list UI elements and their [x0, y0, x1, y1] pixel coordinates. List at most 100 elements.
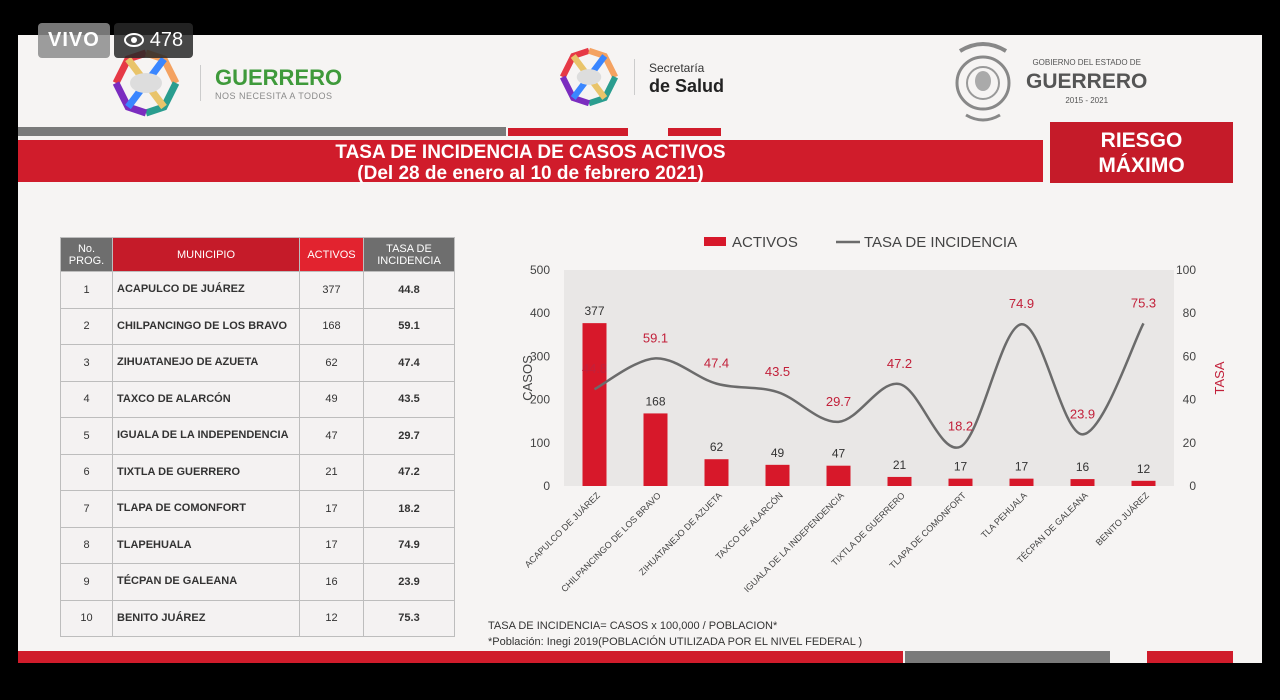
bar-activos — [1070, 479, 1095, 486]
line-value-label: 29.7 — [826, 394, 851, 409]
cell-tasa: 59.1 — [363, 307, 455, 345]
cell-tasa: 43.5 — [363, 380, 455, 418]
bar-activos — [582, 323, 607, 486]
header-activos: ACTIVOS — [299, 237, 364, 272]
gobierno-line1: GOBIERNO DEL ESTADO DE — [1032, 58, 1141, 67]
cell-tasa: 23.9 — [363, 563, 455, 601]
bar-value-label: 16 — [1076, 460, 1090, 474]
live-indicator: VIVO 478 — [38, 20, 194, 60]
x-tick-label: BENITO JUÁREZ — [1094, 490, 1152, 548]
x-tick-label: CHILPANCINGO DE LOS BRAVO — [559, 490, 663, 594]
table-row: 10 BENITO JUÁREZ 12 75.3 — [60, 599, 455, 637]
tasa-line — [593, 322, 1145, 449]
bar-activos — [1131, 480, 1156, 486]
note-population: *Población: Inegi 2019(POBLACIÓN UTILIZA… — [488, 636, 863, 648]
header-tasa: TASA DE INCIDENCIA — [363, 237, 455, 272]
salud-emblem-icon — [560, 47, 618, 107]
cell-tasa: 47.2 — [363, 453, 455, 491]
cell-municipio: TIXTLA DE GUERRERO — [112, 453, 300, 491]
bar-value-label: 12 — [1137, 462, 1151, 476]
cell-no: 3 — [60, 344, 113, 382]
viewer-count: 478 — [113, 22, 194, 58]
x-tick-label: TÉCPAN DE GALEANA — [1015, 490, 1090, 565]
cell-tasa: 44.8 — [363, 271, 455, 309]
title-band: TASA DE INCIDENCIA DE CASOS ACTIVOS (Del… — [18, 140, 1043, 184]
cell-no: 4 — [60, 380, 113, 418]
cell-municipio: TLAPEHUALA — [112, 526, 300, 564]
table-row: 5 IGUALA DE LA INDEPENDENCIA 47 29.7 — [60, 417, 455, 455]
guerrero-wordmark: GUERRERO — [215, 65, 343, 90]
cell-no: 8 — [60, 526, 113, 564]
live-badge: VIVO — [38, 22, 110, 58]
legend-label-activos: ACTIVOS — [732, 234, 798, 251]
table-header-row: No. PROG. MUNICIPIO ACTIVOS TASA DE INCI… — [60, 237, 455, 272]
cell-activos: 377 — [299, 271, 364, 309]
cell-municipio: TAXCO DE ALARCÓN — [112, 380, 300, 418]
header-municipio: MUNICIPIO — [112, 237, 300, 272]
cell-activos: 21 — [299, 453, 364, 491]
cell-tasa: 75.3 — [363, 599, 455, 637]
y-tick-label: 400 — [530, 306, 550, 320]
risk-line2: MÁXIMO — [1098, 153, 1185, 177]
risk-badge: RIESGO MÁXIMO — [1050, 122, 1233, 183]
cell-no: 6 — [60, 453, 113, 491]
notes: TASA DE INCIDENCIA= CASOS x 100,000 / PO… — [488, 618, 862, 650]
gobierno-line3: 2015 - 2021 — [1065, 96, 1109, 105]
cell-tasa: 18.2 — [363, 490, 455, 528]
viewer-count-value: 478 — [149, 28, 184, 51]
incidence-chart: ACTIVOS TASA DE INCIDENCIA 01002003004005… — [520, 234, 1227, 594]
cell-municipio: CHILPANCINGO DE LOS BRAVO — [112, 307, 300, 345]
line-value-label: 18.2 — [948, 419, 973, 434]
cell-municipio: ACAPULCO DE JUÁREZ — [112, 271, 300, 309]
cell-tasa: 29.7 — [363, 417, 455, 455]
slide: GUERRERO NOS NECESITA A TODOS Secretaría… — [18, 35, 1262, 663]
bar-value-label: 62 — [710, 440, 724, 454]
bar-value-label: 49 — [771, 446, 785, 460]
table-row: 6 TIXTLA DE GUERRERO 21 47.2 — [60, 453, 455, 491]
cell-tasa: 47.4 — [363, 344, 455, 382]
y-tick-label: 300 — [530, 349, 550, 363]
bar-value-label: 21 — [893, 458, 907, 472]
footer-bar-red-right — [1147, 651, 1233, 663]
gobierno-logo: GOBIERNO DEL ESTADO DE GUERRERO 2015 - 2… — [952, 37, 1147, 127]
x-tick-label: TLA PEHUALA — [979, 490, 1029, 540]
y-axis-label: CASOS — [520, 355, 535, 401]
line-value-label: 59.1 — [643, 330, 668, 345]
table-row: 1 ACAPULCO DE JUÁREZ 377 44.8 — [60, 271, 455, 309]
table-row: 3 ZIHUATANEJO DE AZUETA 62 47.4 — [60, 344, 455, 382]
cell-activos: 12 — [299, 599, 364, 637]
line-value-label: 75.3 — [1131, 295, 1156, 310]
bar-value-label: 17 — [1015, 460, 1029, 474]
salud-line1: Secretaría — [649, 61, 705, 75]
cell-activos: 168 — [299, 307, 364, 345]
line-value-label: 44.8 — [582, 361, 607, 376]
footer-bar-red — [18, 651, 903, 663]
header-bar-red — [508, 128, 628, 136]
state-seal-icon — [955, 42, 1011, 122]
y2-tick-label: 20 — [1183, 436, 1197, 450]
note-formula: TASA DE INCIDENCIA= CASOS x 100,000 / PO… — [488, 620, 778, 632]
gobierno-line2: GUERRERO — [1026, 70, 1148, 93]
header-no: No. PROG. — [60, 237, 113, 272]
y-tick-label: 100 — [530, 436, 550, 450]
cell-municipio: TÉCPAN DE GALEANA — [112, 563, 300, 601]
cell-tasa: 74.9 — [363, 526, 455, 564]
bar-activos — [1009, 478, 1034, 486]
table-row: 4 TAXCO DE ALARCÓN 49 43.5 — [60, 380, 455, 418]
table-row: 9 TÉCPAN DE GALEANA 16 23.9 — [60, 563, 455, 601]
cell-no: 2 — [60, 307, 113, 345]
page-subtitle: (Del 28 de enero al 10 de febrero 2021) — [357, 163, 704, 184]
salud-logo: Secretaría de Salud — [554, 45, 724, 109]
y2-tick-label: 40 — [1183, 393, 1197, 407]
cell-municipio: ZIHUATANEJO DE AZUETA — [112, 344, 300, 382]
bar-activos — [826, 465, 851, 486]
cell-activos: 47 — [299, 417, 364, 455]
header-bar-red-small — [668, 128, 721, 136]
y-tick-label: 500 — [530, 263, 550, 277]
bar-activos — [704, 459, 729, 486]
cell-municipio: IGUALA DE LA INDEPENDENCIA — [112, 417, 300, 455]
cell-activos: 17 — [299, 526, 364, 564]
bar-value-label: 47 — [832, 447, 846, 461]
line-value-label: 47.2 — [887, 356, 912, 371]
cell-activos: 16 — [299, 563, 364, 601]
